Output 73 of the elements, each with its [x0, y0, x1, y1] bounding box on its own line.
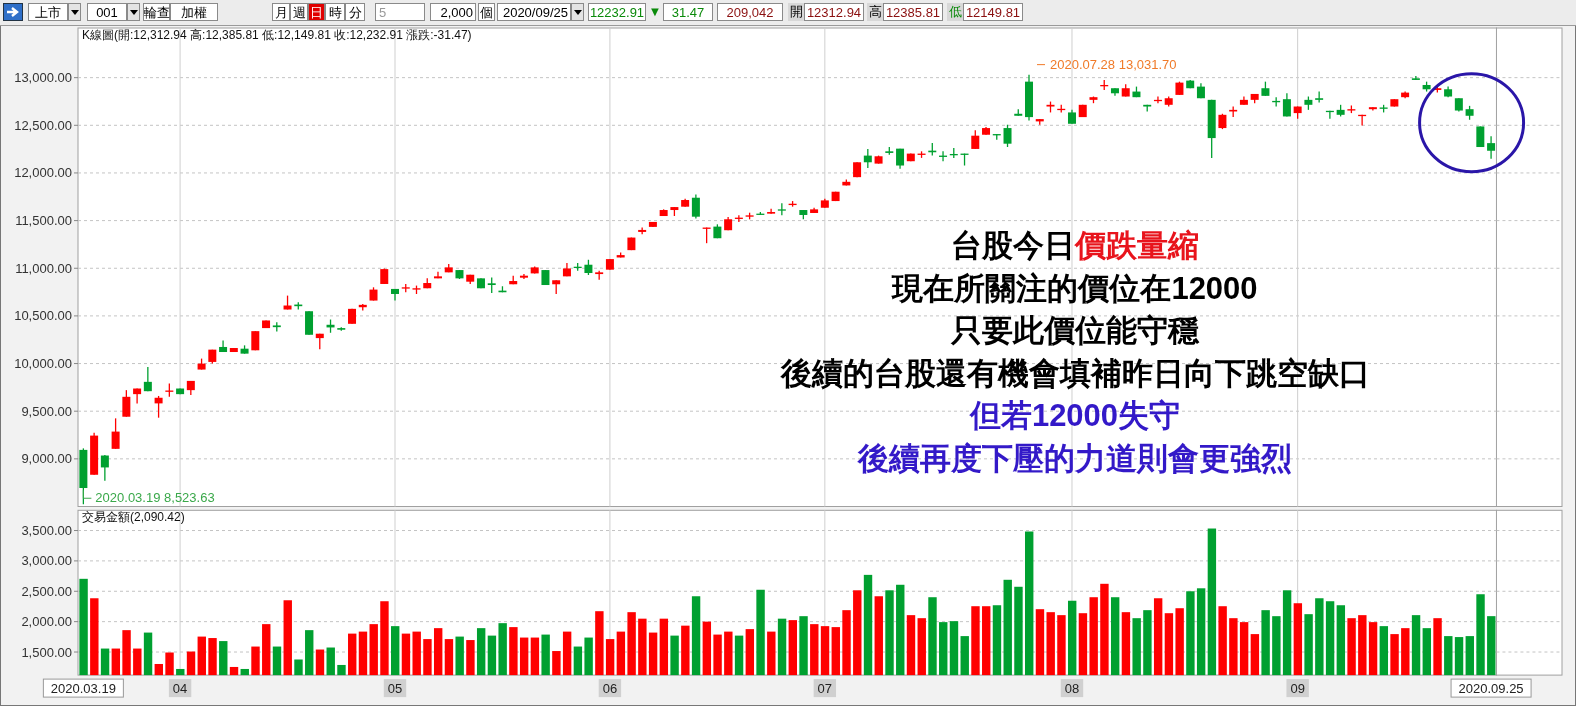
- annotation: 但若12000失守: [968, 398, 1181, 433]
- candlestick: [122, 389, 131, 418]
- y-tick-label: 3,500.00: [21, 523, 72, 539]
- y-tick-label: 2,000.00: [21, 614, 72, 630]
- candlestick: [971, 129, 980, 150]
- x-tick-label: 05: [387, 681, 403, 697]
- text: 加權: [170, 3, 218, 21]
- text: 001: [87, 3, 127, 21]
- y-tick-label: 9,000.00: [21, 451, 72, 467]
- x-tick-label: 06: [602, 681, 618, 697]
- text: 12232.91: [588, 3, 646, 21]
- text: 上市: [28, 3, 68, 21]
- candlestick: [767, 208, 776, 215]
- text: 高: [867, 3, 883, 21]
- candlestick: [305, 310, 314, 336]
- text: 5: [375, 3, 425, 21]
- x-tick-label: 2020.03.19: [50, 681, 116, 697]
- y-tick-label: 9,500.00: [21, 403, 72, 419]
- x-tick-label: 04: [172, 681, 188, 697]
- annotation: 2020.03.19 8,523.63: [95, 490, 215, 506]
- text: ▼: [648, 3, 662, 21]
- text: 2020/09/25: [497, 3, 571, 21]
- candlestick: [1368, 106, 1377, 112]
- y-tick-label: 12,500.00: [14, 117, 72, 133]
- annotation: 台股今日: [951, 228, 1075, 263]
- annotation: 2020.07.28 13,031.70: [1050, 57, 1177, 73]
- text: 週: [290, 3, 308, 21]
- text: 2,000: [430, 3, 476, 21]
- x-tick-label: 08: [1064, 681, 1080, 697]
- candlestick: [777, 202, 786, 217]
- annotation: 價跌量縮: [1074, 228, 1199, 263]
- y-tick-label: 12,000.00: [14, 165, 72, 181]
- y-tick-label: 1,500.00: [21, 644, 72, 660]
- annotation: 現在所關注的價位在12000: [891, 270, 1258, 306]
- text: 輪查: [143, 3, 170, 21]
- y-tick-label: 10,500.00: [14, 308, 72, 324]
- y-tick-label: 11,500.00: [15, 213, 72, 229]
- text: 月: [272, 3, 290, 21]
- candlestick: [691, 193, 700, 220]
- y-tick-label: 2,500.00: [21, 583, 72, 599]
- text: 時: [325, 3, 345, 21]
- x-tick-label: 07: [817, 681, 833, 697]
- y-tick-label: 3,000.00: [21, 553, 72, 569]
- text: 日: [308, 3, 325, 21]
- annotation: 後續再度下壓的力道則會更強烈: [857, 440, 1292, 476]
- text: 個: [478, 3, 495, 21]
- y-tick-label: 11,000.00: [15, 260, 72, 276]
- text: 分: [345, 3, 365, 21]
- text: 31.47: [663, 3, 713, 21]
- candlestick: [143, 366, 152, 392]
- annotation: 後續的台股還有機會填補昨日向下跳空缺口: [779, 355, 1370, 391]
- candlestick: [1315, 90, 1324, 104]
- text: 12312.94: [804, 3, 864, 21]
- y-tick-label: 13,000.00: [14, 70, 72, 86]
- chart-title: 交易金額(2,090.42): [82, 510, 185, 525]
- candlestick: [219, 339, 228, 353]
- candlestick: [519, 273, 528, 280]
- text: 開: [788, 3, 804, 21]
- candlestick: [100, 454, 109, 482]
- y-tick-label: 10,000.00: [14, 356, 72, 372]
- text: 低: [947, 3, 963, 21]
- candlestick: [391, 288, 399, 302]
- text: 209,042: [717, 3, 783, 21]
- chart-title: K線圖(開:12,312.94 高:12,385.81 低:12,149.81 收:12,232.91 漲跌:-31.47): [82, 28, 472, 42]
- candlestick: [111, 417, 120, 450]
- candlestick: [863, 148, 872, 169]
- annotation: 只要此價位能守穩: [950, 313, 1200, 348]
- x-tick-label: 2020.09.25: [1458, 681, 1524, 697]
- candlestick: [1487, 135, 1496, 160]
- text: 12385.81: [883, 3, 943, 21]
- text: 12149.81: [963, 3, 1023, 21]
- candlestick: [1003, 124, 1012, 148]
- x-tick-label: 09: [1290, 681, 1305, 697]
